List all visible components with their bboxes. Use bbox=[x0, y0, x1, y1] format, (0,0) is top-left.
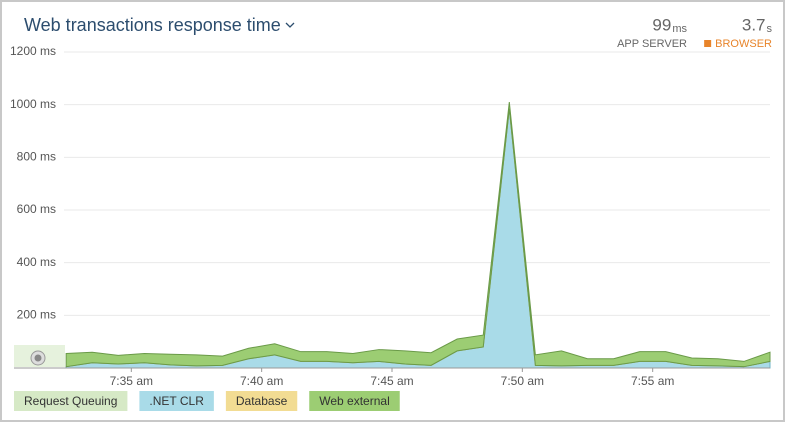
stat-swatch bbox=[704, 40, 712, 47]
y-tick-label: 800 ms bbox=[17, 150, 56, 164]
range-handle-dot bbox=[34, 354, 42, 362]
plot: 200 ms 400 ms 600 ms 800 ms 1000 ms 1200 ms 7:… bbox=[10, 44, 771, 388]
x-tick-label: 7:40 am bbox=[240, 374, 283, 388]
y-tick-label: 1200 ms bbox=[10, 44, 56, 58]
stat-value: 99 bbox=[652, 15, 671, 34]
stats: 99 ms APP SERVER 3.7 s BROWSER bbox=[617, 15, 772, 49]
stat-unit: s bbox=[767, 23, 773, 35]
x-tick-label: 7:35 am bbox=[110, 374, 153, 388]
chart-title: Web transactions response time bbox=[24, 15, 281, 35]
area bbox=[65, 101, 771, 368]
legend-item[interactable] bbox=[14, 391, 128, 411]
legend-label: .NET CLR bbox=[149, 394, 204, 408]
legend: Request Queuing .NET CLR Database Web exter… bbox=[14, 391, 400, 411]
title-chevron[interactable] bbox=[285, 22, 295, 28]
area bbox=[66, 108, 771, 368]
legend-label: Web external bbox=[319, 394, 389, 408]
y-tick-label: 200 ms bbox=[17, 308, 56, 322]
x-tick-label: 7:55 am bbox=[631, 374, 674, 388]
x-tick-label: 7:50 am bbox=[501, 374, 544, 388]
legend-label: Database bbox=[236, 394, 288, 408]
legend-item[interactable] bbox=[309, 391, 400, 411]
stat-value: 3.7 bbox=[742, 15, 766, 34]
x-tick-label: 7:45 am bbox=[370, 374, 413, 388]
y-tick-label: 600 ms bbox=[17, 202, 56, 216]
y-tick-label: 1000 ms bbox=[10, 97, 56, 111]
y-tick-label: 400 ms bbox=[17, 255, 56, 269]
area bbox=[65, 108, 771, 369]
legend-item[interactable] bbox=[225, 391, 298, 411]
stat-unit: ms bbox=[672, 23, 687, 35]
stat-label: BROWSER bbox=[715, 38, 772, 50]
stat-label: APP SERVER bbox=[617, 38, 687, 50]
legend-item[interactable] bbox=[139, 391, 214, 411]
legend-label: Request Queuing bbox=[24, 394, 117, 408]
